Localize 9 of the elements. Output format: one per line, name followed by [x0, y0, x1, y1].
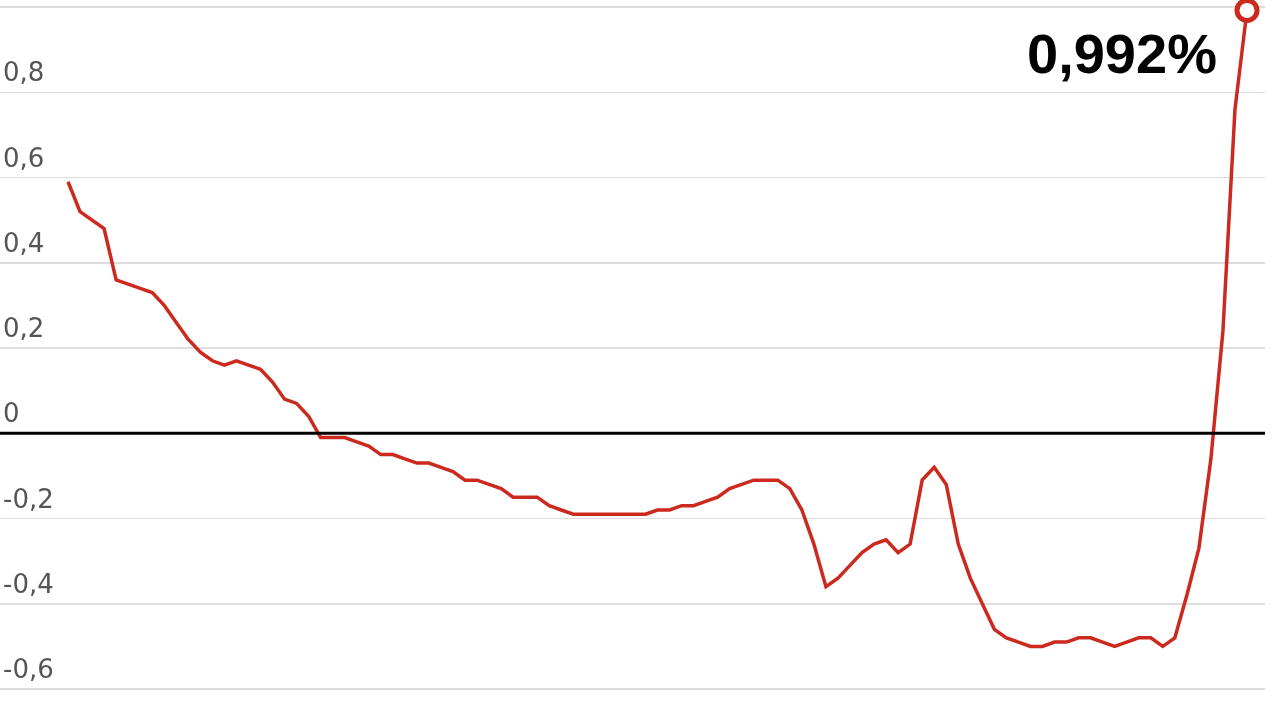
y-tick-label: 0,6 [3, 142, 45, 173]
y-tick-label: -0,4 [3, 568, 54, 599]
y-tick-label: -0,2 [3, 483, 54, 514]
data-label: 0,992% [1027, 22, 1217, 85]
y-tick-label: 0,2 [3, 313, 45, 344]
y-tick-label: -0,6 [3, 654, 54, 685]
y-tick-label: 0,8 [3, 57, 45, 88]
y-tick-label: 0,4 [3, 227, 45, 258]
y-tick-label: 0 [3, 398, 20, 429]
